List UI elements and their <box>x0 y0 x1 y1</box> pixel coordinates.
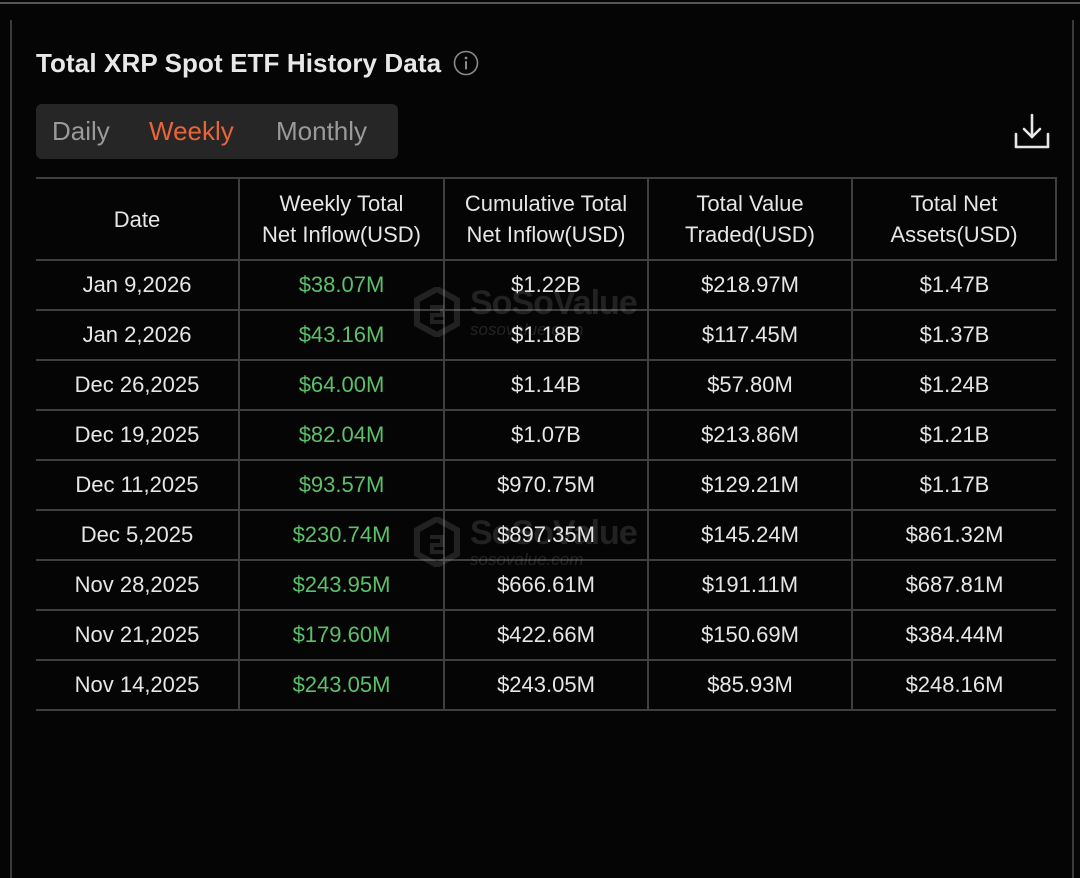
cell-net-assets: $861.32M <box>851 509 1056 561</box>
cell-net-assets: $1.17B <box>851 459 1056 511</box>
table-header-row: Date Weekly Total Net Inflow(USD) Cumulat… <box>36 177 1057 261</box>
cell-value-traded: $213.86M <box>647 409 853 461</box>
cell-value-traded: $117.45M <box>647 309 853 361</box>
table-row: Dec 11,2025 $93.57M $970.75M $129.21M $1… <box>36 459 1056 511</box>
cell-cumulative-inflow: $1.18B <box>443 309 649 361</box>
cell-cumulative-inflow: $970.75M <box>443 459 649 511</box>
table-row: Dec 19,2025 $82.04M $1.07B $213.86M $1.2… <box>36 409 1056 461</box>
panel-header: Total XRP Spot ETF History Data <box>36 44 479 82</box>
cell-date: Jan 2,2026 <box>36 309 240 361</box>
cell-cumulative-inflow: $1.22B <box>443 259 649 311</box>
table-row: Dec 26,2025 $64.00M $1.14B $57.80M $1.24… <box>36 359 1056 411</box>
table-row: Nov 21,2025 $179.60M $422.66M $150.69M $… <box>36 609 1056 661</box>
cell-cumulative-inflow: $1.07B <box>443 409 649 461</box>
column-header-cumulative-inflow[interactable]: Cumulative Total Net Inflow(USD) <box>443 177 649 261</box>
cell-cumulative-inflow: $666.61M <box>443 559 649 611</box>
cell-weekly-inflow: $38.07M <box>238 259 445 311</box>
cell-date: Nov 28,2025 <box>36 559 240 611</box>
cell-date: Dec 11,2025 <box>36 459 240 511</box>
info-icon[interactable] <box>453 50 479 76</box>
column-header-weekly-inflow[interactable]: Weekly Total Net Inflow(USD) <box>238 177 445 261</box>
cell-net-assets: $1.37B <box>851 309 1056 361</box>
period-tabs: Daily Weekly Monthly <box>36 104 398 159</box>
panel-border-right <box>1072 20 1074 878</box>
tab-daily[interactable]: Daily <box>52 116 110 146</box>
cell-weekly-inflow: $93.57M <box>238 459 445 511</box>
cell-value-traded: $57.80M <box>647 359 853 411</box>
cell-value-traded: $85.93M <box>647 659 853 711</box>
cell-weekly-inflow: $230.74M <box>238 509 445 561</box>
tab-monthly[interactable]: Monthly <box>276 116 368 146</box>
column-header-date[interactable]: Date <box>36 177 240 261</box>
column-header-net-assets[interactable]: Total Net Assets(USD) <box>851 177 1057 261</box>
cell-date: Dec 19,2025 <box>36 409 240 461</box>
cell-net-assets: $1.21B <box>851 409 1056 461</box>
table-row: Jan 2,2026 $43.16M $1.18B $117.45M $1.37… <box>36 309 1056 361</box>
cell-cumulative-inflow: $243.05M <box>443 659 649 711</box>
cell-value-traded: $191.11M <box>647 559 853 611</box>
cell-weekly-inflow: $82.04M <box>238 409 445 461</box>
page-title: Total XRP Spot ETF History Data <box>36 47 442 78</box>
etf-history-table: Date Weekly Total Net Inflow(USD) Cumulat… <box>36 177 1057 711</box>
tab-weekly[interactable]: Weekly <box>149 116 234 146</box>
cell-value-traded: $129.21M <box>647 459 853 511</box>
cell-net-assets: $1.24B <box>851 359 1056 411</box>
table-row: Dec 5,2025 $230.74M $897.35M $145.24M $8… <box>36 509 1056 561</box>
download-icon <box>1014 113 1050 149</box>
cell-weekly-inflow: $243.95M <box>238 559 445 611</box>
panel-border-left <box>10 20 12 878</box>
cell-net-assets: $1.47B <box>851 259 1056 311</box>
cell-net-assets: $687.81M <box>851 559 1056 611</box>
cell-weekly-inflow: $179.60M <box>238 609 445 661</box>
cell-date: Jan 9,2026 <box>36 259 240 311</box>
column-header-value-traded[interactable]: Total Value Traded(USD) <box>647 177 853 261</box>
top-divider <box>0 2 1080 4</box>
cell-date: Nov 21,2025 <box>36 609 240 661</box>
cell-cumulative-inflow: $897.35M <box>443 509 649 561</box>
cell-cumulative-inflow: $422.66M <box>443 609 649 661</box>
cell-net-assets: $248.16M <box>851 659 1056 711</box>
cell-date: Nov 14,2025 <box>36 659 240 711</box>
cell-weekly-inflow: $243.05M <box>238 659 445 711</box>
cell-cumulative-inflow: $1.14B <box>443 359 649 411</box>
cell-weekly-inflow: $43.16M <box>238 309 445 361</box>
table-row: Nov 28,2025 $243.95M $666.61M $191.11M $… <box>36 559 1056 611</box>
cell-net-assets: $384.44M <box>851 609 1056 661</box>
cell-date: Dec 26,2025 <box>36 359 240 411</box>
table-row: Jan 9,2026 $38.07M $1.22B $218.97M $1.47… <box>36 259 1056 311</box>
table-row: Nov 14,2025 $243.05M $243.05M $85.93M $2… <box>36 659 1056 711</box>
cell-value-traded: $218.97M <box>647 259 853 311</box>
cell-date: Dec 5,2025 <box>36 509 240 561</box>
cell-value-traded: $145.24M <box>647 509 853 561</box>
download-button[interactable] <box>1013 112 1051 152</box>
cell-weekly-inflow: $64.00M <box>238 359 445 411</box>
cell-value-traded: $150.69M <box>647 609 853 661</box>
